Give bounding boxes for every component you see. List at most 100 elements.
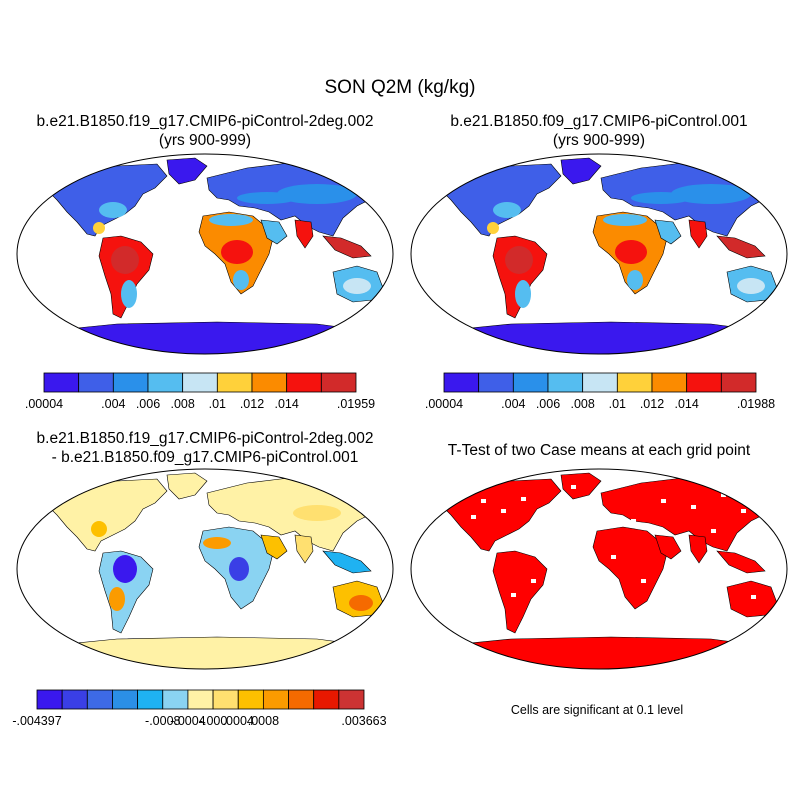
cb2-swatch [478,372,514,393]
map4-insignificant-cell [531,579,536,583]
cb3-tick-label: -.000 [199,714,228,728]
panel3-title: b.e21.B1850.f19_g17.CMIP6-piControl-2deg… [37,430,374,447]
cb2-tick-label: .008 [570,397,594,411]
cb3-swatch [137,689,164,710]
figure-title: SON Q2M (kg/kg) [325,77,476,98]
cb3-swatch [288,689,315,710]
map1-asia-mid [277,184,357,204]
cb3-swatch [237,689,264,710]
map4-arabia [654,534,682,560]
cb3-swatch [86,689,113,710]
cb3-swatch [212,689,239,710]
map3-greenland [166,472,208,500]
colorbar-3: -.004397 -.0008-.0004-.000.0004.0008 .0036… [12,689,387,728]
cb3-swatch [61,689,88,710]
cb2-swatch [547,372,584,393]
map3-antarctica [17,636,393,669]
cb1-swatch [43,372,80,393]
cb1-tick-label: .01959 [337,397,375,411]
cb1-swatch [216,372,253,393]
map4-insignificant-cell [691,505,696,509]
cb2-swatch [720,372,757,393]
map4-insignificant-cell [631,519,636,523]
map4-north-america [438,478,562,552]
map2-sahara [603,214,647,226]
cb2-swatch [651,372,688,393]
map1-se-asia [322,235,372,259]
map2-amazon-core [505,246,533,274]
colorbar-1: .00004 .004 .006 .008 .01 .012 .014 .01959 [25,372,375,411]
cb3-swatch [36,689,63,710]
cb3-swatch [262,689,289,710]
map1-arabia [260,219,288,245]
map2-antarctica [411,321,787,354]
cb2-tick-label: .014 [674,397,698,411]
map-panel-4-border [410,468,788,670]
panel1-title: b.e21.B1850.f19_g17.CMIP6-piControl-2deg… [37,113,374,130]
map4-insignificant-cell [661,499,666,503]
map2-australia-inner [737,278,765,294]
cb3-swatch [112,689,139,710]
map4-insignificant-cell [751,595,756,599]
map4-insignificant-cell [481,499,486,503]
cb3-tick-label: -.0004 [170,714,205,728]
cb1-swatch [147,372,184,393]
cb3-tick-label: -.0008 [145,714,180,728]
cb2-swatch [443,372,480,393]
map2-congo [615,240,647,264]
cb3-swatch [338,689,365,710]
map3-aus-pos [349,595,373,611]
map1-greenland [166,157,208,185]
colorbar-2: .00004 .004 .006 .008 .01 .012 .014 .01988 [425,372,775,411]
map2-se-asia [716,235,766,259]
map2-europe-mid [631,192,691,204]
cb2-tick-label: .004 [501,397,525,411]
panel4-title: T-Test of two Case means at each grid po… [448,442,751,459]
map3-arabia [260,534,288,560]
map-panel-2 [411,157,787,354]
map4-insignificant-cell [741,509,746,513]
cb3-swatch [313,689,340,710]
cb2-swatch [582,372,618,393]
map-panel-4 [411,472,787,669]
cb1-swatch [112,372,149,393]
map1-antarctica [17,321,393,354]
cb1-tick-label: .008 [170,397,194,411]
map1-india [294,219,314,249]
cb3-tick-label: -.004397 [12,714,61,728]
panel3-subtitle: - b.e21.B1850.f09_g17.CMIP6-piControl.00… [52,449,359,466]
map2-central-america [487,222,499,234]
map-panel-1-border [16,153,394,355]
map3-asia-pos [293,505,341,521]
map1-us-south [99,202,127,218]
cb1-tick-label: .014 [274,397,298,411]
map4-greenland [560,472,602,500]
map4-india [688,534,708,564]
cb1-swatch [320,372,357,393]
cb3-tick-label: .003663 [341,714,386,728]
map4-insignificant-cell [711,529,716,533]
map4-insignificant-cell [521,497,526,501]
map3-north-america [44,478,168,552]
map1-central-america [93,222,105,234]
map1-sahara [209,214,253,226]
map1-congo [221,240,253,264]
cb1-swatch [78,372,114,393]
map3-amazon-neg [113,555,137,583]
map3-na-pos [91,521,107,537]
cb1-tick-label: .01 [209,397,226,411]
cb3-swatch [187,689,214,710]
cb2-tick-label: .01 [609,397,626,411]
map1-australia-inner [343,278,371,294]
map3-sahel-pos [203,537,231,549]
cb2-tick-label: .006 [536,397,560,411]
cb3-swatch [162,689,189,710]
map1-europe-mid [237,192,297,204]
cb3-tick-label: .0004 [223,714,254,728]
panel4-note: Cells are significant at 0.1 level [511,703,683,717]
cb1-swatch [251,372,288,393]
map1-patagonia [121,280,137,308]
map4-insignificant-cell [571,485,576,489]
map4-africa [592,526,668,610]
